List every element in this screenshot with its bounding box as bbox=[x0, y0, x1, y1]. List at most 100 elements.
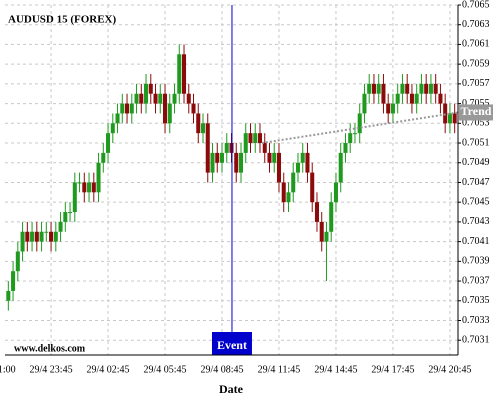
trend-label-box bbox=[459, 104, 493, 121]
candle-body bbox=[158, 93, 163, 104]
candle-body bbox=[348, 133, 353, 144]
candle-body bbox=[424, 83, 429, 94]
candle-body bbox=[314, 202, 319, 222]
y-tick-label: 0.7049 bbox=[462, 157, 490, 168]
candle-body bbox=[438, 93, 443, 104]
y-tick-label: 0.7061 bbox=[462, 39, 490, 50]
event-label-box bbox=[211, 332, 252, 355]
candle-body bbox=[409, 93, 414, 104]
trend-line bbox=[261, 111, 459, 145]
candle-body bbox=[367, 83, 372, 94]
candle-body bbox=[443, 103, 448, 124]
candle-body bbox=[44, 231, 49, 233]
candle-body bbox=[91, 182, 96, 193]
candle-body bbox=[96, 162, 101, 193]
candles bbox=[6, 44, 457, 311]
candle-body bbox=[386, 103, 391, 114]
watermark: www.delkos.com bbox=[14, 343, 86, 354]
candle-body bbox=[53, 231, 58, 242]
candle-body bbox=[352, 133, 357, 135]
y-tick-label: 0.7037 bbox=[462, 275, 490, 286]
y-tick-label: 0.7045 bbox=[462, 196, 490, 207]
candle-body bbox=[400, 83, 405, 94]
y-tick-label: 0.7047 bbox=[462, 177, 490, 188]
x-tick-label: 29/4 21:00 bbox=[0, 364, 16, 375]
candle-body bbox=[329, 202, 334, 232]
candle-body bbox=[310, 172, 315, 203]
x-tick-label: 29/4 02:45 bbox=[87, 364, 130, 375]
candle-body bbox=[72, 182, 77, 213]
candle-body bbox=[238, 152, 244, 173]
candle-body bbox=[433, 83, 438, 94]
candle-body bbox=[234, 152, 239, 173]
candle-body bbox=[191, 103, 196, 114]
y-tick-label: 0.7031 bbox=[462, 335, 490, 346]
y-tick-label: 0.7057 bbox=[462, 78, 490, 89]
candle-body bbox=[253, 133, 258, 144]
y-tick-label: 0.7043 bbox=[462, 216, 490, 227]
candle-body bbox=[257, 133, 263, 144]
candle-body bbox=[414, 93, 419, 104]
y-tick-label: 0.7041 bbox=[462, 236, 490, 247]
candle-body bbox=[205, 123, 210, 173]
trend-label: Trend bbox=[461, 104, 492, 118]
candle-body bbox=[120, 103, 125, 114]
y-tick-label: 0.7055 bbox=[462, 98, 490, 109]
overlays: Event bbox=[211, 5, 459, 355]
candle-body bbox=[6, 290, 11, 301]
candle-body bbox=[305, 152, 310, 173]
candle-body bbox=[381, 83, 386, 104]
candle-body bbox=[106, 133, 111, 153]
x-tick-label: 29/4 20:45 bbox=[428, 364, 471, 375]
x-tick-label: 29/4 14:45 bbox=[314, 364, 357, 375]
candle-body bbox=[77, 182, 82, 184]
x-tick-label: 29/4 08:45 bbox=[200, 364, 243, 375]
candle-body bbox=[11, 271, 16, 291]
candle-body bbox=[248, 133, 253, 144]
candle-body bbox=[181, 54, 187, 94]
x-tick-label: 29/4 23:45 bbox=[30, 364, 73, 375]
candle-body bbox=[186, 93, 191, 104]
candle-body bbox=[447, 113, 452, 124]
candle-body bbox=[395, 93, 400, 104]
candle-body bbox=[148, 83, 153, 94]
x-tick-label: 29/4 05:45 bbox=[143, 364, 186, 375]
event-label: Event bbox=[217, 338, 247, 352]
x-tick-label: 29/4 17:45 bbox=[371, 364, 414, 375]
candle-body bbox=[30, 231, 35, 242]
candle-body bbox=[419, 83, 424, 94]
candle-body bbox=[286, 192, 291, 203]
candle-body bbox=[134, 93, 139, 104]
x-axis-label: Date bbox=[219, 382, 244, 396]
candle-body bbox=[405, 83, 410, 94]
candle-body bbox=[219, 152, 225, 163]
y-tick-label: 0.7051 bbox=[462, 137, 490, 148]
x-tick-label: 29/4 11:45 bbox=[258, 364, 301, 375]
candle-body bbox=[115, 113, 120, 124]
candle-body bbox=[15, 251, 20, 272]
y-tick-label: 0.7063 bbox=[462, 19, 490, 30]
candle-body bbox=[163, 93, 168, 124]
candle-body bbox=[262, 143, 267, 153]
candle-body bbox=[281, 182, 286, 203]
chart-title: AUDUSD 15 (FOREX) bbox=[8, 14, 117, 26]
y-tick-label: 0.7035 bbox=[462, 295, 490, 306]
candle-body bbox=[452, 113, 457, 124]
candle-body bbox=[243, 133, 248, 153]
candle-body bbox=[390, 103, 395, 114]
candle-body bbox=[68, 212, 73, 214]
candle-body bbox=[215, 152, 220, 163]
candle-body bbox=[49, 231, 54, 242]
candle-body bbox=[428, 83, 433, 94]
candle-body bbox=[338, 152, 343, 183]
candle-body bbox=[319, 221, 324, 242]
candle-body bbox=[300, 152, 305, 163]
candle-body bbox=[125, 103, 130, 114]
y-tick-label: 0.7059 bbox=[462, 58, 490, 69]
candle-body bbox=[272, 152, 277, 163]
candle-body bbox=[343, 143, 348, 153]
candle-body bbox=[82, 182, 87, 193]
candle-body bbox=[34, 231, 39, 242]
candle-body bbox=[357, 113, 362, 134]
